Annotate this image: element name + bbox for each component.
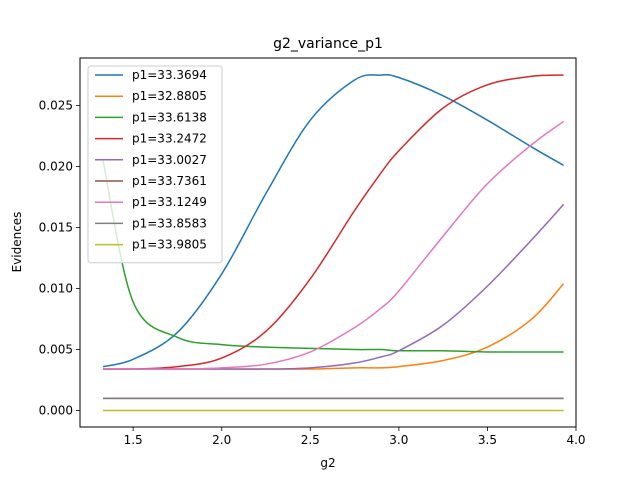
legend-label: p1=33.7361	[132, 174, 207, 188]
x-axis: 1.5 2.0 2.5 3.0 3.5 4.0	[124, 427, 586, 447]
y-axis-label: Evidences	[10, 212, 24, 273]
x-tick-label: 1.5	[124, 433, 143, 447]
series-line-7	[103, 120, 565, 370]
legend-label: p1=32.8805	[132, 89, 207, 103]
series-line-4	[103, 74, 564, 370]
y-tick-label: 0.005	[39, 343, 73, 357]
y-tick-label: 0.000	[39, 404, 73, 418]
y-axis: 0.000 0.005 0.010 0.015 0.020 0.025	[39, 99, 80, 418]
x-tick-label: 2.5	[301, 433, 320, 447]
x-tick-label: 4.0	[566, 433, 585, 447]
legend-label: p1=33.3694	[132, 68, 207, 82]
legend-label: p1=33.2472	[132, 132, 207, 146]
legend: p1=33.3694 p1=32.8805 p1=33.6138 p1=33.2472…	[87, 65, 223, 264]
legend-label: p1=33.9805	[132, 238, 207, 252]
x-tick-label: 2.0	[212, 433, 231, 447]
plot-area-frame	[79, 57, 577, 428]
x-axis-label: g2	[320, 456, 335, 470]
y-tick-label: 0.010	[39, 282, 73, 296]
y-tick-label: 0.015	[39, 221, 73, 235]
legend-label: p1=33.8583	[132, 216, 207, 230]
legend-label: p1=33.0027	[132, 153, 207, 167]
y-tick-label: 0.020	[39, 160, 73, 174]
x-tick-label: 3.5	[478, 433, 497, 447]
legend-label: p1=33.1249	[132, 195, 207, 209]
chart-title: g2_variance_p1	[273, 36, 383, 52]
series-line-1	[102, 74, 564, 368]
x-tick-label: 3.0	[389, 433, 408, 447]
series-line-3	[102, 160, 564, 353]
series-layer	[102, 74, 565, 412]
legend-label: p1=33.6138	[132, 110, 207, 124]
y-tick-label: 0.025	[39, 99, 73, 113]
legend-box	[87, 65, 223, 264]
